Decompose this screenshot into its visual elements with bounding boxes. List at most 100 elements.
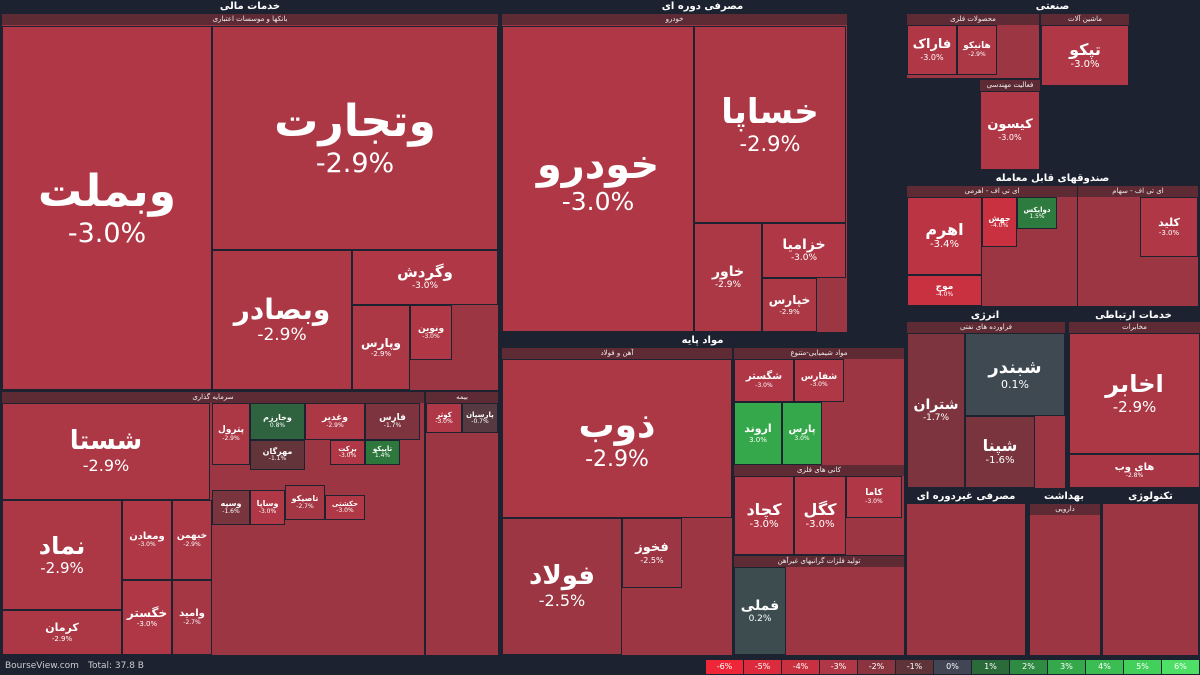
tile: شتران -1.7% (907, 333, 965, 488)
tile: خودرو -3.0% (502, 26, 694, 332)
ticker: کلید (1158, 215, 1180, 229)
ticker: خودرو (536, 141, 660, 188)
sector-body (1103, 504, 1198, 655)
tile: مهرگان -1.1% (250, 440, 305, 470)
ticker: کچاد (746, 499, 782, 519)
subgroup-title: فراورده های نفتی (907, 322, 1065, 333)
sector-title: صندوقهای قابل معامله (995, 173, 1110, 184)
subgroup-title: مواد شیمیایی-متنوع (734, 348, 904, 359)
tile: شستا -2.9% (2, 403, 210, 500)
tile: شپنا -1.6% (965, 416, 1035, 488)
tile: هانیکو -2.9% (957, 25, 997, 75)
ticker: شفارس (800, 371, 838, 382)
legend-swatch: -1% (896, 660, 933, 674)
subgroup-title: کانی های فلزی (734, 465, 904, 476)
tile: فاراک -3.0% (907, 25, 957, 75)
ticker: فاراک (912, 36, 952, 52)
change: -3.0% (561, 186, 635, 216)
tile: خگستر -3.0% (122, 580, 172, 655)
legend-swatch: -5% (744, 660, 781, 674)
ticker: اهرم (925, 220, 964, 240)
legend-label: 5% (1136, 662, 1149, 671)
ticker: شگستر (745, 371, 783, 383)
subgroup-title: تولید فلزات گرانبهای غیرآهن (734, 556, 904, 567)
ticker: تاپیکو (372, 445, 393, 454)
ticker: ونوین (417, 323, 445, 334)
change: -3.0% (810, 381, 828, 389)
change: -3.0% (865, 497, 883, 505)
ticker: خاور (711, 264, 745, 281)
change: -2.9% (714, 280, 742, 291)
change: -1.1% (268, 455, 287, 463)
legend-label: 1% (984, 662, 997, 671)
tile: خبهمن -2.9% (172, 500, 212, 580)
sector-title: صنعتی (1035, 1, 1070, 12)
tile: برکت -3.0% (330, 440, 365, 465)
change: -3.0% (1158, 229, 1180, 238)
change: -3.0% (338, 452, 357, 460)
subgroup-title: آهن و فولاد (502, 348, 732, 359)
legend-label: -3% (830, 662, 847, 671)
tile: وبملت -3.0% (2, 26, 212, 390)
ticker: تاصیکو (291, 494, 319, 504)
ticker: کوثر (436, 410, 452, 419)
tile: شگستر -3.0% (734, 359, 794, 402)
subgroup-title: محصولات فلزی (907, 14, 1039, 25)
legend-swatch: -2% (858, 660, 895, 674)
legend-swatch: -3% (820, 660, 857, 674)
tile: خاور -2.9% (694, 223, 762, 332)
tile: خساپا -2.9% (694, 26, 846, 223)
legend-label: -6% (716, 662, 733, 671)
sector-title: انرژی (970, 310, 1000, 321)
ticker: های وب (1114, 461, 1155, 473)
tile: نماد -2.9% (2, 500, 122, 610)
ticker: خبهمن (176, 531, 208, 542)
legend-label: 6% (1174, 662, 1187, 671)
legend-label: 4% (1098, 662, 1111, 671)
ticker: کیسون (987, 117, 1033, 133)
ticker: ومعادن (129, 530, 165, 542)
subgroup-title: ای تی اف - سهام (1078, 186, 1198, 197)
ticker: اروند (744, 422, 772, 436)
change: -3.0% (136, 620, 158, 629)
tile: های وب -2.8% (1069, 454, 1200, 488)
ticker: خپارس (768, 293, 811, 308)
change: -1.6% (985, 455, 1015, 467)
legend-swatch: 5% (1124, 660, 1161, 674)
tile: حکشتی -3.0% (325, 495, 365, 520)
legend-swatch: 3% (1048, 660, 1085, 674)
sector-title: خدمات ارتباطی (1095, 310, 1172, 321)
change: -3.0% (805, 518, 835, 530)
change: -2.7% (183, 618, 201, 626)
tile: اهرم -3.4% (907, 197, 982, 275)
tile: وبصادر -2.9% (212, 250, 352, 390)
ticker: کگل (803, 499, 837, 519)
tile: ذوب -2.9% (502, 359, 732, 518)
legend-swatch: 2% (1010, 660, 1047, 674)
legend-swatch: 1% (972, 660, 1009, 674)
legend-swatch: -6% (706, 660, 743, 674)
ticker: خزامیا (782, 237, 826, 254)
change: -1.7% (922, 413, 950, 424)
change: 0.1% (1001, 377, 1029, 391)
ticker: وبصادر (233, 293, 331, 327)
tile: اروند 3.0% (734, 402, 782, 465)
change: -1.7% (383, 422, 402, 430)
tile: خپارس -2.9% (762, 278, 817, 332)
change: -0.7% (471, 417, 489, 425)
change: -1.6% (222, 507, 240, 515)
tile: کرمان -2.9% (2, 610, 122, 655)
subgroup-title: سرمایه گذاری (2, 392, 424, 403)
tile: ونوین -3.0% (410, 305, 452, 360)
change: -3.0% (258, 507, 277, 515)
change: -2.9% (315, 147, 395, 179)
ticker: وتجارت (274, 96, 436, 148)
tile: پارسیان -0.7% (462, 403, 498, 433)
subgroup-title: مخابرات (1069, 322, 1200, 333)
legend-swatch: 6% (1162, 660, 1199, 674)
ticker: شتران (913, 397, 959, 414)
change: -3.0% (336, 507, 354, 515)
change: -2.9% (585, 446, 649, 472)
change: -2.9% (370, 350, 392, 359)
